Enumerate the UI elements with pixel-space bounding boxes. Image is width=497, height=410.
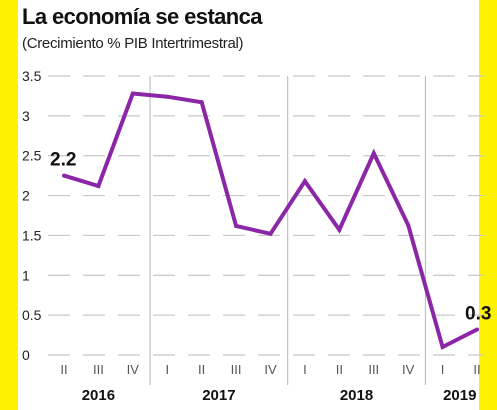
data-point [165,94,170,99]
y-tick-label: 2.5 [22,148,42,164]
left-accent-bar [0,0,18,410]
data-point [268,231,273,236]
data-point [199,100,204,105]
y-tick-label: 1.5 [22,227,42,243]
data-point [337,227,342,232]
data-point [475,327,479,332]
y-tick-label: 3 [22,108,30,124]
quarter-tick-label: IV [402,362,415,377]
data-point [234,223,239,228]
quarter-tick-label: II [473,362,480,377]
quarter-tick-label: III [368,362,379,377]
quarter-tick-label: I [303,362,307,377]
data-point [62,173,66,178]
data-point [96,184,101,189]
data-annotation: 0.3 [465,303,491,324]
quarter-tick-label: II [60,362,67,377]
quarter-tick-label: II [336,362,343,377]
data-point [371,151,376,156]
quarter-tick-label: II [198,362,205,377]
data-point [302,179,307,184]
year-label: 2019 [443,387,476,404]
quarter-tick-label: III [231,362,242,377]
year-label: 2018 [340,387,373,404]
year-label: 2017 [202,387,235,404]
quarter-tick-label: IV [127,362,140,377]
quarter-tick-label: IV [264,362,277,377]
year-label: 2016 [82,387,115,404]
data-point [406,223,411,228]
chart-subtitle: (Crecimiento % PIB Intertrimestral) [22,35,244,52]
data-point [130,91,135,96]
series-line [63,91,478,350]
y-tick-label: 0.5 [22,307,42,323]
y-tick-label: 0 [22,347,30,363]
chart-title: La economía se estanca [22,4,263,29]
data-annotation: 2.2 [50,150,76,171]
right-accent-bar [479,0,497,410]
data-point [440,345,445,350]
quarter-tick-label: I [165,362,169,377]
quarter-tick-label: III [93,362,104,377]
quarter-tick-label: I [441,362,445,377]
y-tick-label: 2 [22,188,30,204]
y-tick-label: 1 [22,267,30,283]
y-tick-label: 3.5 [22,68,42,84]
